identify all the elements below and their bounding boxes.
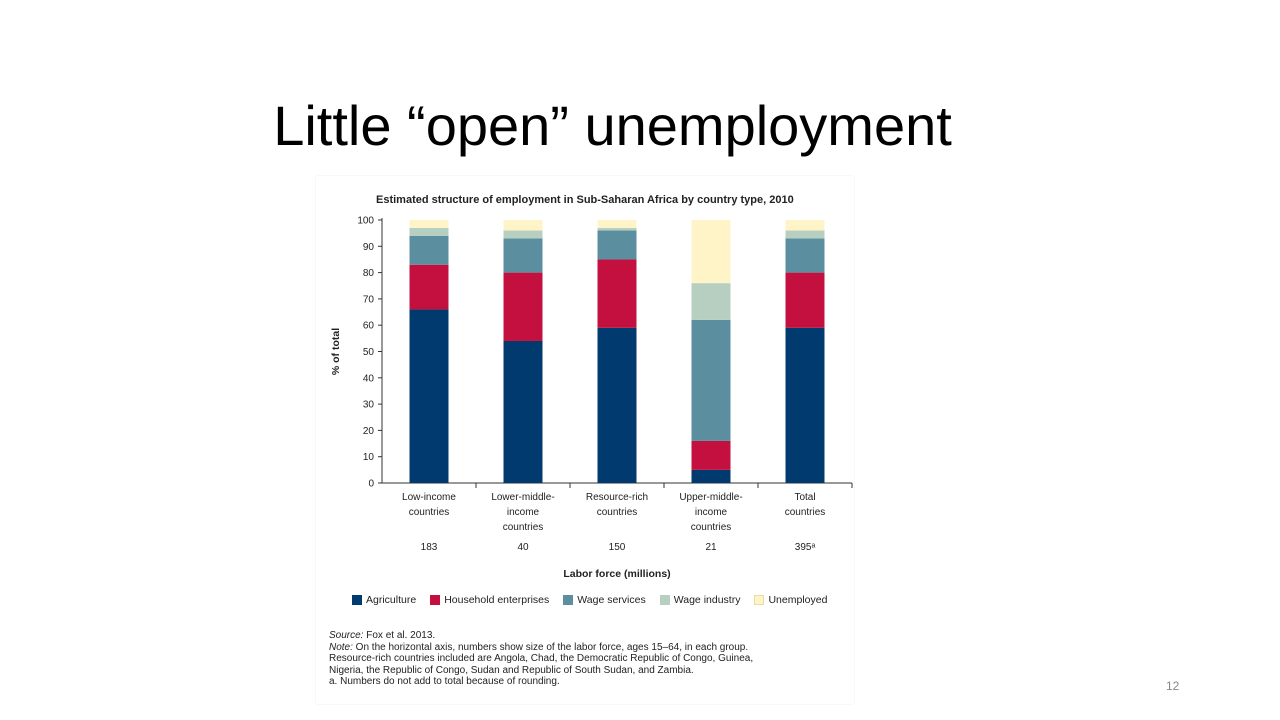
legend-item-household: Household enterprises (430, 594, 549, 606)
chart-title: Estimated structure of employment in Sub… (376, 194, 794, 206)
bar-segment-wage-services (691, 319, 731, 441)
legend-label-wage-services: Wage services (577, 594, 646, 606)
y-tick-label: 80 (363, 268, 375, 279)
x-category-label: countries (597, 507, 638, 518)
bar-segment-wage-industry (785, 230, 825, 239)
y-tick-label: 40 (363, 373, 375, 384)
bar-segment-household (691, 440, 731, 470)
bar-segment-unemployed (503, 220, 543, 231)
x-category-label: Upper-middle- (679, 492, 742, 503)
bar-segment-household (785, 272, 825, 328)
page-number: 12 (1166, 679, 1180, 693)
labor-force-value: 395ᵃ (795, 542, 816, 553)
stacked-bar-chart: 0 10 20 30 40 50 60 70 80 90 100 % of total Low-inco… (330, 216, 853, 580)
bar-segment-agriculture (785, 327, 825, 483)
bar-segment-wage-services (785, 238, 825, 273)
bar-segment-wage-industry (691, 283, 731, 320)
note-line-4: a. Numbers do not add to total because o… (329, 676, 560, 687)
bar-segment-wage-services (409, 235, 449, 265)
y-tick-label: 30 (363, 400, 375, 411)
labor-force-value: 183 (421, 542, 438, 553)
y-tick-label: 50 (363, 347, 375, 358)
bar-segment-household (597, 259, 637, 328)
legend-item-wage-services: Wage services (563, 594, 646, 606)
bar-segment-household (409, 264, 449, 310)
bar-segment-wage-services (597, 230, 637, 260)
bar-segment-unemployed (691, 220, 731, 284)
x-category-label: Total (794, 492, 815, 503)
legend-swatch-unemployed (754, 595, 765, 605)
y-tick-label: 60 (363, 321, 375, 332)
bar-segment-wage-industry (503, 230, 543, 239)
source-line: Source: Fox et al. 2013. (329, 630, 849, 642)
y-tick-label: 70 (363, 294, 375, 305)
legend-item-agriculture: Agriculture (352, 594, 416, 606)
x-category-label: Lower-middle- (491, 492, 554, 503)
source-label: Source: (329, 630, 364, 641)
chart-notes: Source: Fox et al. 2013. Note: On the ho… (329, 630, 849, 688)
y-tick-label: 20 (363, 426, 375, 437)
x-category-label: countries (691, 522, 732, 533)
source-text: Fox et al. 2013. (363, 630, 436, 641)
bar-segment-wage-services (503, 238, 543, 273)
legend-swatch-wage-industry (659, 595, 670, 605)
y-tick-label: 90 (363, 242, 375, 253)
slide-title: Little “open” unemployment (273, 94, 952, 157)
legend-item-wage-industry: Wage industry (659, 594, 741, 606)
x-category-label: countries (409, 507, 450, 518)
x-axis-title: Labor force (millions) (563, 568, 670, 580)
x-category-label: countries (503, 522, 544, 533)
bar-segment-unemployed (597, 220, 637, 228)
legend-swatch-household (430, 595, 441, 605)
legend-label-wage-industry: Wage industry (673, 594, 741, 606)
x-category-label: income (695, 507, 728, 518)
legend-label-household: Household enterprises (444, 594, 550, 606)
legend-swatch-wage-services (563, 595, 574, 605)
labor-force-value: 150 (609, 542, 626, 553)
note-line-3: Nigeria, the Republic of Congo, Sudan an… (329, 664, 694, 676)
note-label: Note: (329, 641, 353, 653)
bar-segment-household (503, 272, 543, 341)
x-category-label: Low-income (402, 492, 456, 503)
legend-item-unemployed: Unemployed (754, 594, 827, 606)
bar-segment-wage-industry (409, 227, 449, 236)
legend-swatch-agriculture (352, 595, 362, 605)
y-tick-label: 0 (368, 479, 374, 490)
bar-segment-agriculture (503, 340, 543, 483)
y-tick-label: 10 (363, 452, 375, 463)
bar-segment-agriculture (691, 469, 731, 483)
note-line-1: Note: On the horizontal axis, numbers sh… (329, 642, 849, 654)
chart-figure: Estimated structure of employment in Sub… (316, 176, 854, 704)
labor-force-value: 21 (705, 542, 717, 553)
bar-segment-wage-industry (597, 227, 637, 231)
bar-segment-agriculture (409, 309, 449, 483)
labor-force-value: 40 (517, 542, 529, 553)
x-category-label: income (507, 507, 540, 518)
note-line-2: Resource-rich countries included are Ang… (329, 653, 754, 664)
bar-segment-unemployed (785, 220, 825, 231)
chart-legend: Agriculture Household enterprises Wage s… (352, 594, 827, 606)
y-tick-label: 100 (357, 216, 374, 227)
legend-label-agriculture: Agriculture (366, 594, 417, 606)
y-axis-title: % of total (330, 328, 342, 375)
bar-segment-agriculture (597, 327, 637, 483)
x-category-label: countries (785, 507, 826, 518)
legend-label-unemployed: Unemployed (768, 594, 828, 606)
note-text-1: On the horizontal axis, numbers show siz… (352, 641, 749, 653)
bar-segment-unemployed (409, 220, 449, 228)
x-category-label: Resource-rich (586, 492, 648, 503)
